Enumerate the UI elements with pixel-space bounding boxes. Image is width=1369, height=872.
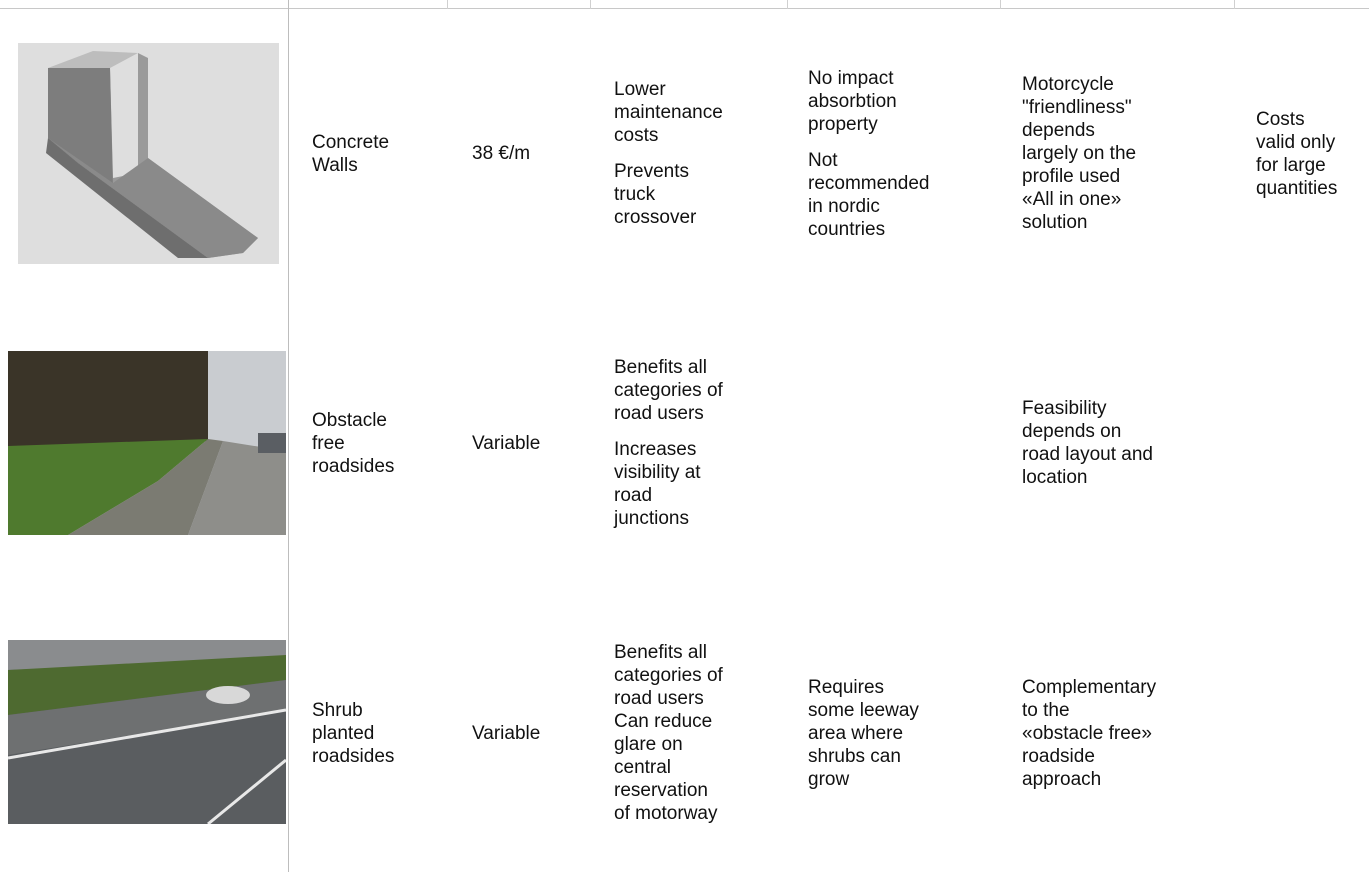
shrub-planted-roadside-image <box>8 640 286 824</box>
name-cell: Concrete Walls <box>312 15 389 292</box>
table-row: Shrub planted roadsides Variable Benefits … <box>0 600 1369 866</box>
remarks-cell: Feasibility depends on road layout and l… <box>1022 300 1153 586</box>
disadvantages-cell: No impact absorbtion property Not recomme… <box>808 15 929 292</box>
name-text: Concrete Walls <box>312 131 390 176</box>
name-cell: Shrub planted roadsides <box>312 600 394 866</box>
cost-text: 38 €/m <box>472 143 531 164</box>
disadvantage-text: Not recommended in nordic countries <box>808 149 930 240</box>
advantage-text: Lower maintenance costs <box>614 79 723 146</box>
disadvantages-cell: Requires some leeway area where shrubs c… <box>808 600 919 866</box>
disadvantage-text: No impact absorbtion property <box>808 67 897 135</box>
remark-text: Motorcycle "friendliness" depends largel… <box>1022 74 1137 233</box>
notes-cell: Costs valid only for large quantities <box>1256 15 1337 292</box>
remarks-cell: Motorcycle "friendliness" depends largel… <box>1022 15 1136 292</box>
table-top-border <box>0 8 1369 9</box>
column-tick <box>1000 0 1001 9</box>
obstacle-free-roadside-image <box>8 351 286 535</box>
advantages-cell: Lower maintenance costs Prevents truck cr… <box>614 15 723 292</box>
column-divider <box>288 0 289 872</box>
remark-text: Feasibility depends on road layout and l… <box>1022 398 1153 488</box>
cost-cell: 38 €/m <box>472 15 530 292</box>
advantage-text: Benefits all categories of road users <box>614 357 723 424</box>
disadvantage-text: Requires some leeway area where shrubs c… <box>808 676 919 790</box>
advantage-text: Benefits all categories of road users Ca… <box>614 642 723 824</box>
column-tick <box>1234 0 1235 9</box>
cost-cell: Variable <box>472 600 540 866</box>
table-row: Concrete Walls 38 €/m Lower maintenance co… <box>0 15 1369 292</box>
cost-text: Variable <box>472 432 541 454</box>
name-text: Shrub planted roadsides <box>312 699 395 767</box>
cost-cell: Variable <box>472 300 540 586</box>
advantage-text: Increases visibility at road junctions <box>614 439 701 529</box>
column-tick <box>590 0 591 9</box>
cost-text: Variable <box>472 722 541 744</box>
column-tick <box>447 0 448 9</box>
note-text: Costs valid only for large quantities <box>1256 108 1338 199</box>
name-cell: Obstacle free roadsides <box>312 300 394 586</box>
advantage-text: Prevents truck crossover <box>614 161 697 228</box>
table-row: Obstacle free roadsides Variable Benefits … <box>0 300 1369 586</box>
advantages-cell: Benefits all categories of road users Inc… <box>614 300 723 586</box>
remarks-cell: Complementary to the «obstacle free» roa… <box>1022 600 1156 866</box>
column-tick <box>787 0 788 9</box>
remark-text: Complementary to the «obstacle free» roa… <box>1022 676 1157 790</box>
advantages-cell: Benefits all categories of road users Ca… <box>614 600 723 866</box>
name-text: Obstacle free roadsides <box>312 409 395 477</box>
concrete-wall-image <box>18 43 279 264</box>
